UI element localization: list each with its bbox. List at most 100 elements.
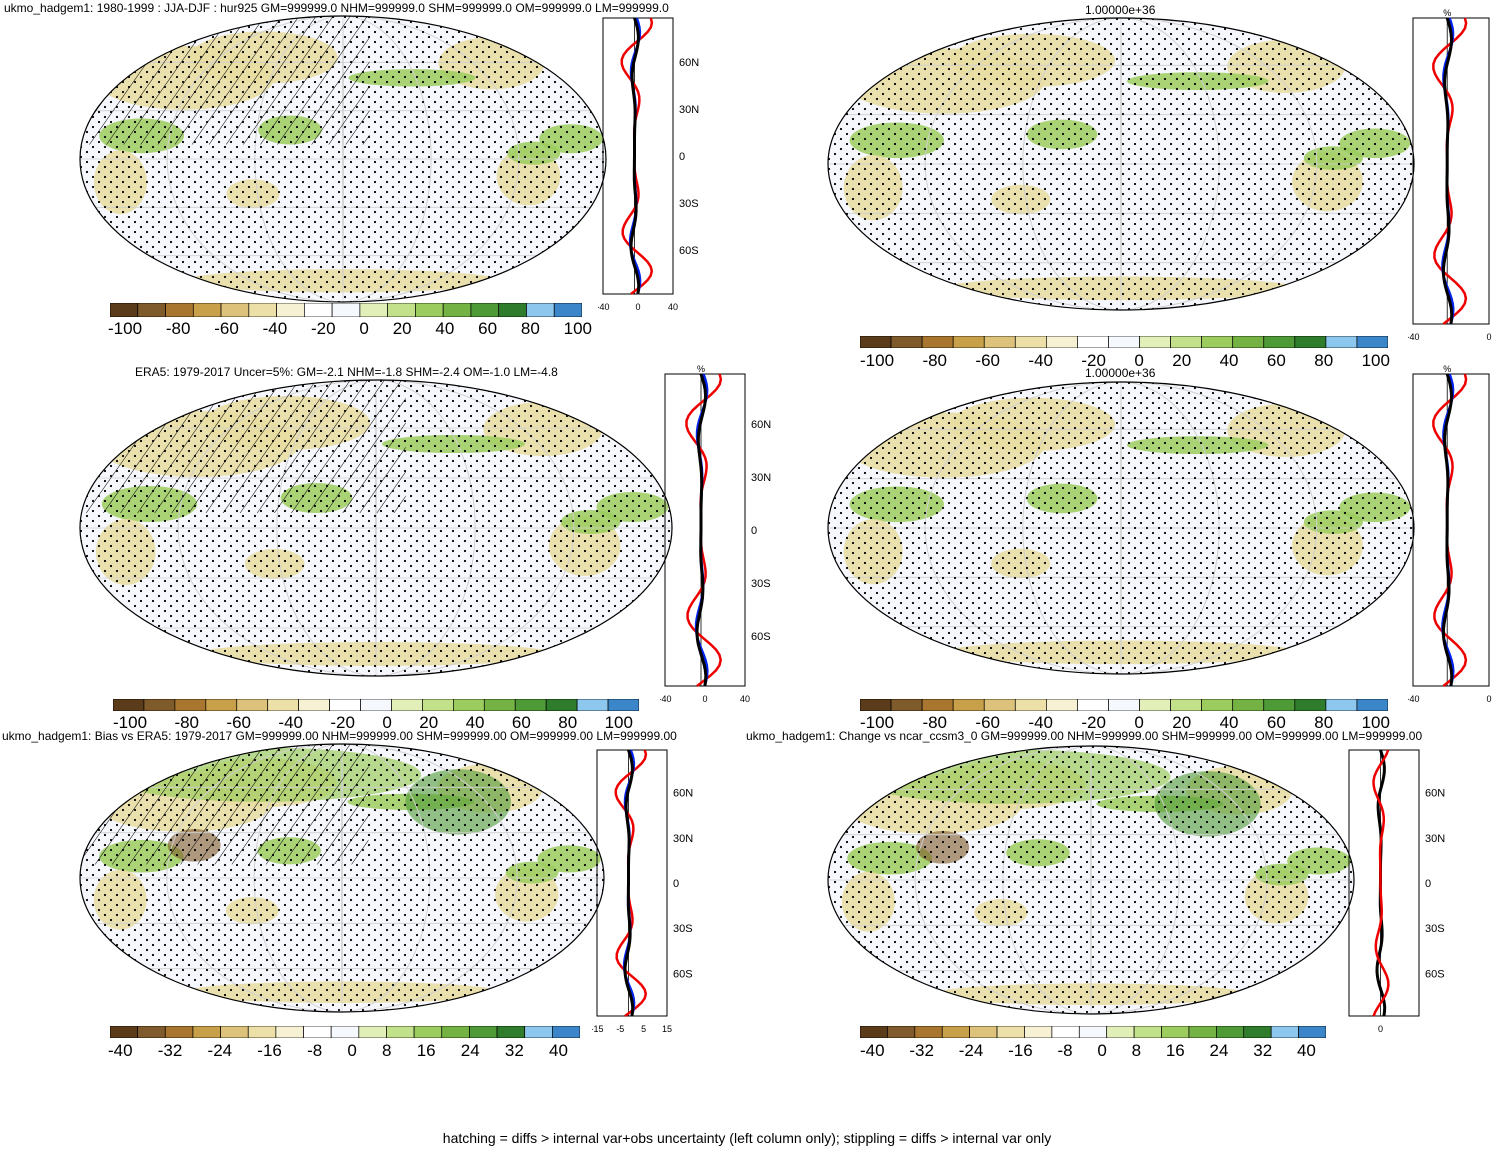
colorbar-tick-label: -60	[214, 319, 239, 338]
colorbar-tick-label: 20	[1172, 713, 1192, 732]
colorbar-tick-label: 60	[1266, 713, 1286, 732]
zonal-lat-label: 30S	[751, 578, 771, 590]
panel-title-model: ukmo_hadgem1: 1980-1999 : JJA-DJF : hur9…	[4, 1, 669, 15]
zonal-lat-label: 60N	[673, 788, 693, 800]
zonal-unit-label: %	[697, 364, 705, 374]
colorbar-tick-label: 80	[520, 319, 540, 338]
colorbar-tick-label: -24	[958, 1041, 984, 1060]
colorbar-tick-label: -80	[165, 319, 191, 338]
zonal-value-label: 0	[1378, 1024, 1383, 1034]
colorbar-tick-label: 100	[1361, 351, 1390, 370]
zonal-lat-label: 30S	[673, 923, 693, 935]
zonal-lat-label: 30N	[751, 472, 771, 484]
colorbar-tick-label: -60	[975, 351, 1000, 370]
colorbar-tick-label: 40	[549, 1041, 568, 1060]
colorbar-tick-label: 0	[382, 713, 392, 732]
zonal-value-label: 15	[662, 1024, 672, 1034]
colorbar-tick-label: 60	[1266, 351, 1286, 370]
zonal-lat-label: 60N	[751, 419, 771, 431]
zonal-diff-line	[1432, 373, 1468, 687]
colorbar-tick-label: 32	[504, 1041, 524, 1060]
colorbar-tick-label: -20	[1081, 351, 1106, 370]
zonal-value-label: 0	[702, 694, 707, 704]
colorbar-tick-label: 32	[1253, 1041, 1273, 1060]
zonal-unit-label: %	[1443, 364, 1451, 374]
zonal-value-label: -40	[1408, 694, 1420, 704]
colorbar-tick-label: 20	[1172, 351, 1192, 370]
map-change	[827, 745, 1355, 1015]
colorbar-obs2	[860, 699, 1388, 711]
zonal-lat-label: 0	[751, 525, 757, 537]
zonal-lat-label: 60S	[1425, 968, 1445, 980]
zonal-lat-label: 30N	[679, 104, 699, 116]
colorbar-tick-label: -8	[307, 1041, 323, 1060]
colorbar-tick-label: 0	[1134, 351, 1144, 370]
zonal-plot-obs: % 60N 30N 0 30S 60S -40 0 40	[660, 364, 771, 704]
colorbar-tick-label: 8	[1131, 1041, 1142, 1060]
colorbar-tick-label: -40	[1028, 713, 1053, 732]
zonal-value-label: -5	[616, 1024, 624, 1034]
zonal-lat-label: 60S	[673, 968, 693, 980]
colorbar-tick-label: -8	[1057, 1041, 1073, 1060]
colorbar-tick-label: -60	[975, 713, 1000, 732]
colorbar-tick-label: 8	[382, 1041, 392, 1060]
zonal-value-label: 40	[668, 302, 678, 312]
colorbar-labels-model2: -100 -80 -60 -40 -20 0 20 40 60 80 100	[860, 351, 1390, 371]
zonal-diff-line	[1432, 17, 1468, 325]
colorbar-tick-label: 80	[1314, 713, 1334, 732]
zonal-lat-label: 0	[1425, 878, 1431, 890]
zonal-value-label: -40	[598, 302, 610, 312]
zonal-diff-line	[1372, 749, 1390, 1017]
colorbar-tick-label: -20	[1081, 713, 1106, 732]
colorbar-tick-label: 24	[460, 1041, 480, 1060]
colorbar-tick-label: -32	[909, 1041, 934, 1060]
colorbar-tick-label: 40	[1219, 351, 1239, 370]
colorbar-tick-label: 80	[1314, 351, 1334, 370]
colorbar-tick-label: 100	[1361, 713, 1390, 732]
zonal-diff-line	[614, 749, 648, 1018]
zonal-value-label: 40	[740, 694, 750, 704]
colorbar-tick-label: 100	[563, 319, 592, 338]
colorbar-model2	[860, 336, 1388, 348]
zonal-model-line	[695, 373, 708, 687]
map-obs2	[827, 381, 1415, 675]
colorbar-labels-bias: -40 -32 -24 -16 -8 0 8 16 24 32 40	[108, 1041, 568, 1061]
footer-note: hatching = diffs > internal var+obs unce…	[442, 1130, 1052, 1146]
zonal-lat-label: 60S	[751, 631, 771, 643]
colorbar-labels-change: -40 -32 -24 -16 -8 0 8 16 24 32 40	[860, 1041, 1316, 1061]
colorbar-tick-label: -20	[330, 713, 355, 732]
panel-title-model2: 1.00000e+36	[1085, 3, 1156, 17]
colorbar-tick-label: -80	[922, 713, 948, 732]
map-bias	[79, 743, 605, 1013]
colorbar-tick-label: 16	[1165, 1041, 1185, 1060]
colorbar-tick-label: 0	[347, 1041, 357, 1060]
map-model2	[827, 17, 1415, 311]
colorbar-bias	[110, 1026, 580, 1038]
colorbar-tick-label: 0	[1134, 713, 1144, 732]
zonal-value-label: 5	[641, 1024, 646, 1034]
colorbar-obs	[113, 699, 639, 711]
zonal-value-label: -40	[1408, 332, 1420, 342]
zonal-lat-label: 30S	[1425, 923, 1445, 935]
zonal-model-line	[1441, 17, 1454, 325]
zonal-value-label: 0	[1486, 694, 1491, 704]
colorbar-tick-label: -40	[108, 1041, 133, 1060]
panel-title-obs2: 1.00000e+36	[1085, 366, 1156, 380]
colorbar-tick-label: 40	[1296, 1041, 1316, 1060]
colorbar-model	[110, 303, 582, 317]
colorbar-labels-model: -100 -80 -60 -40 -20 0 20 40 60 80 100	[108, 319, 592, 339]
zonal-lat-label: 0	[679, 151, 685, 163]
colorbar-tick-label: 40	[435, 319, 455, 338]
colorbar-tick-label: -40	[860, 1041, 885, 1060]
colorbar-tick-label: -20	[311, 319, 336, 338]
colorbar-tick-label: -100	[860, 713, 895, 732]
colorbar-tick-label: 16	[416, 1041, 436, 1060]
zonal-plot-model2: % -40 0	[1408, 8, 1492, 342]
colorbar-tick-label: -24	[207, 1041, 233, 1060]
map-obs	[79, 379, 673, 677]
zonal-value-label: 0	[635, 302, 640, 312]
zonal-lat-label: 60N	[1425, 788, 1445, 800]
zonal-value-label: -15	[592, 1024, 604, 1034]
colorbar-tick-label: -40	[278, 713, 303, 732]
colorbar-tick-label: -60	[226, 713, 251, 732]
